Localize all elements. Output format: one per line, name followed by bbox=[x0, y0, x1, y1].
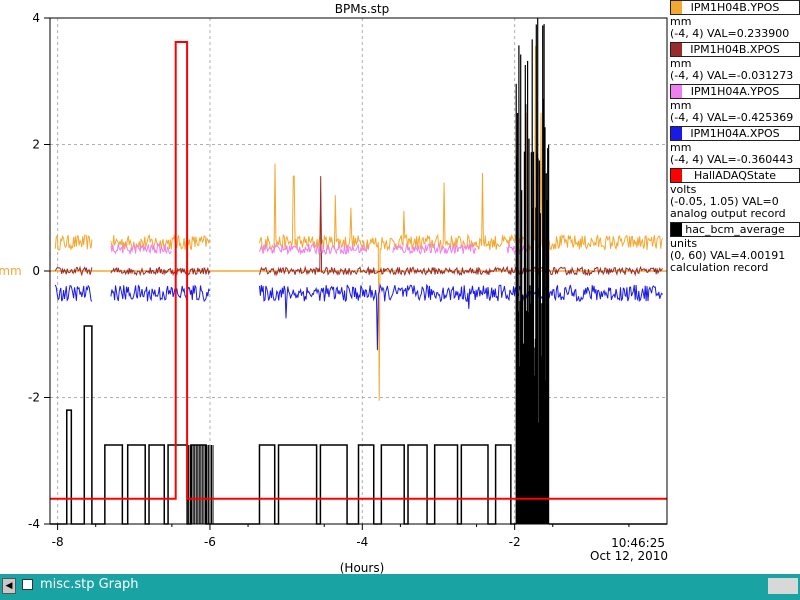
axes: -8 -6 -4 -2 4 2 0 -2 -4 bbox=[28, 11, 630, 549]
series-line-ipm1h04a-ypos bbox=[110, 242, 530, 256]
window-icon[interactable] bbox=[22, 579, 33, 590]
plot-series bbox=[50, 18, 667, 525]
legend-swatch bbox=[671, 223, 682, 236]
legend-swatch bbox=[671, 1, 682, 14]
legend-series-name: IPM1H04B.XPOS bbox=[690, 43, 780, 56]
legend-info: (-4, 4) VAL=-0.425369 bbox=[670, 112, 794, 124]
legend-entry[interactable]: IPM1H04A.XPOS mm (-4, 4) VAL=-0.360443 bbox=[670, 126, 800, 166]
legend-unit: units bbox=[670, 238, 698, 250]
x-tick-label: -2 bbox=[509, 535, 521, 549]
chart-area: BPMs.stp -8 -6 -4 -2 4 2 0 -2 -4 mm (Hours) 10:4… bbox=[0, 2, 668, 574]
legend-info: (-4, 4) VAL=0.233900 bbox=[670, 28, 790, 40]
legend-unit: mm bbox=[670, 58, 692, 70]
series-line-ipm1h04a-xpos bbox=[54, 283, 663, 351]
taskbar: ◀ misc.stp Graph bbox=[0, 574, 800, 600]
y-tick-label: 4 bbox=[32, 11, 40, 25]
legend-entry[interactable]: IPM1H04A.YPOS mm (-4, 4) VAL=-0.425369 bbox=[670, 84, 800, 124]
series-line-ipm1h04b-ypos bbox=[54, 46, 664, 401]
legend-unit: mm bbox=[670, 100, 692, 112]
legend-unit: volts bbox=[670, 184, 697, 196]
series-line-hall-adaq-state bbox=[50, 41, 667, 500]
legend-series-name: IPM1H04B.YPOS bbox=[690, 1, 780, 14]
legend-swatch bbox=[671, 85, 682, 98]
x-tick-label: -8 bbox=[52, 535, 64, 549]
x-tick-label: -6 bbox=[204, 535, 216, 549]
legend: IPM1H04B.YPOS mm (-4, 4) VAL=0.233900 IPM1H… bbox=[670, 0, 800, 276]
x-axis-label: (Hours) bbox=[340, 561, 385, 574]
legend-swatch bbox=[671, 43, 682, 56]
x-tick-label: -4 bbox=[356, 535, 368, 549]
legend-unit: mm bbox=[670, 142, 692, 154]
y-tick-label: -4 bbox=[28, 517, 40, 531]
legend-swatch bbox=[671, 127, 682, 140]
timestamp-time: 10:46:25 bbox=[611, 536, 665, 550]
y-axis-label: mm bbox=[0, 264, 22, 278]
legend-info: (-4, 4) VAL=-0.360443 bbox=[670, 154, 794, 166]
timestamp-date: Oct 12, 2010 bbox=[590, 549, 668, 563]
legend-entry[interactable]: IPM1H04B.XPOS mm (-4, 4) VAL=-0.031273 bbox=[670, 42, 800, 82]
taskbar-title[interactable]: misc.stp Graph bbox=[40, 577, 139, 592]
chart-title: BPMs.stp bbox=[335, 2, 389, 16]
y-tick-label: -2 bbox=[28, 391, 40, 405]
legend-info: (-4, 4) VAL=-0.031273 bbox=[670, 70, 794, 82]
bcm-dense-band bbox=[515, 18, 550, 524]
series-line-hac-bcm-average bbox=[50, 325, 517, 525]
legend-record: calculation record bbox=[670, 262, 769, 274]
legend-info: (-0.05, 1.05) VAL=0 bbox=[670, 196, 779, 208]
legend-series-name: IPM1H04A.XPOS bbox=[690, 127, 780, 140]
legend-record: analog output record bbox=[670, 208, 786, 220]
legend-series-name: hac_bcm_average bbox=[685, 223, 785, 236]
legend-series-name: HallADAQState bbox=[693, 169, 777, 182]
legend-info: (0, 60) VAL=4.00191 bbox=[670, 250, 786, 262]
scroll-left-button[interactable]: ◀ bbox=[2, 578, 16, 594]
series-line-ipm1h04b-xpos bbox=[54, 176, 663, 277]
legend-series-name: IPM1H04A.YPOS bbox=[690, 85, 780, 98]
legend-unit: mm bbox=[670, 16, 692, 28]
legend-entry[interactable]: HallADAQState volts (-0.05, 1.05) VAL=0 ana… bbox=[670, 168, 800, 220]
legend-entry[interactable]: IPM1H04B.YPOS mm (-4, 4) VAL=0.233900 bbox=[670, 0, 800, 40]
taskbar-corner bbox=[768, 578, 798, 594]
y-tick-label: 0 bbox=[32, 264, 40, 278]
legend-swatch bbox=[671, 169, 682, 182]
y-tick-label: 2 bbox=[32, 138, 40, 152]
